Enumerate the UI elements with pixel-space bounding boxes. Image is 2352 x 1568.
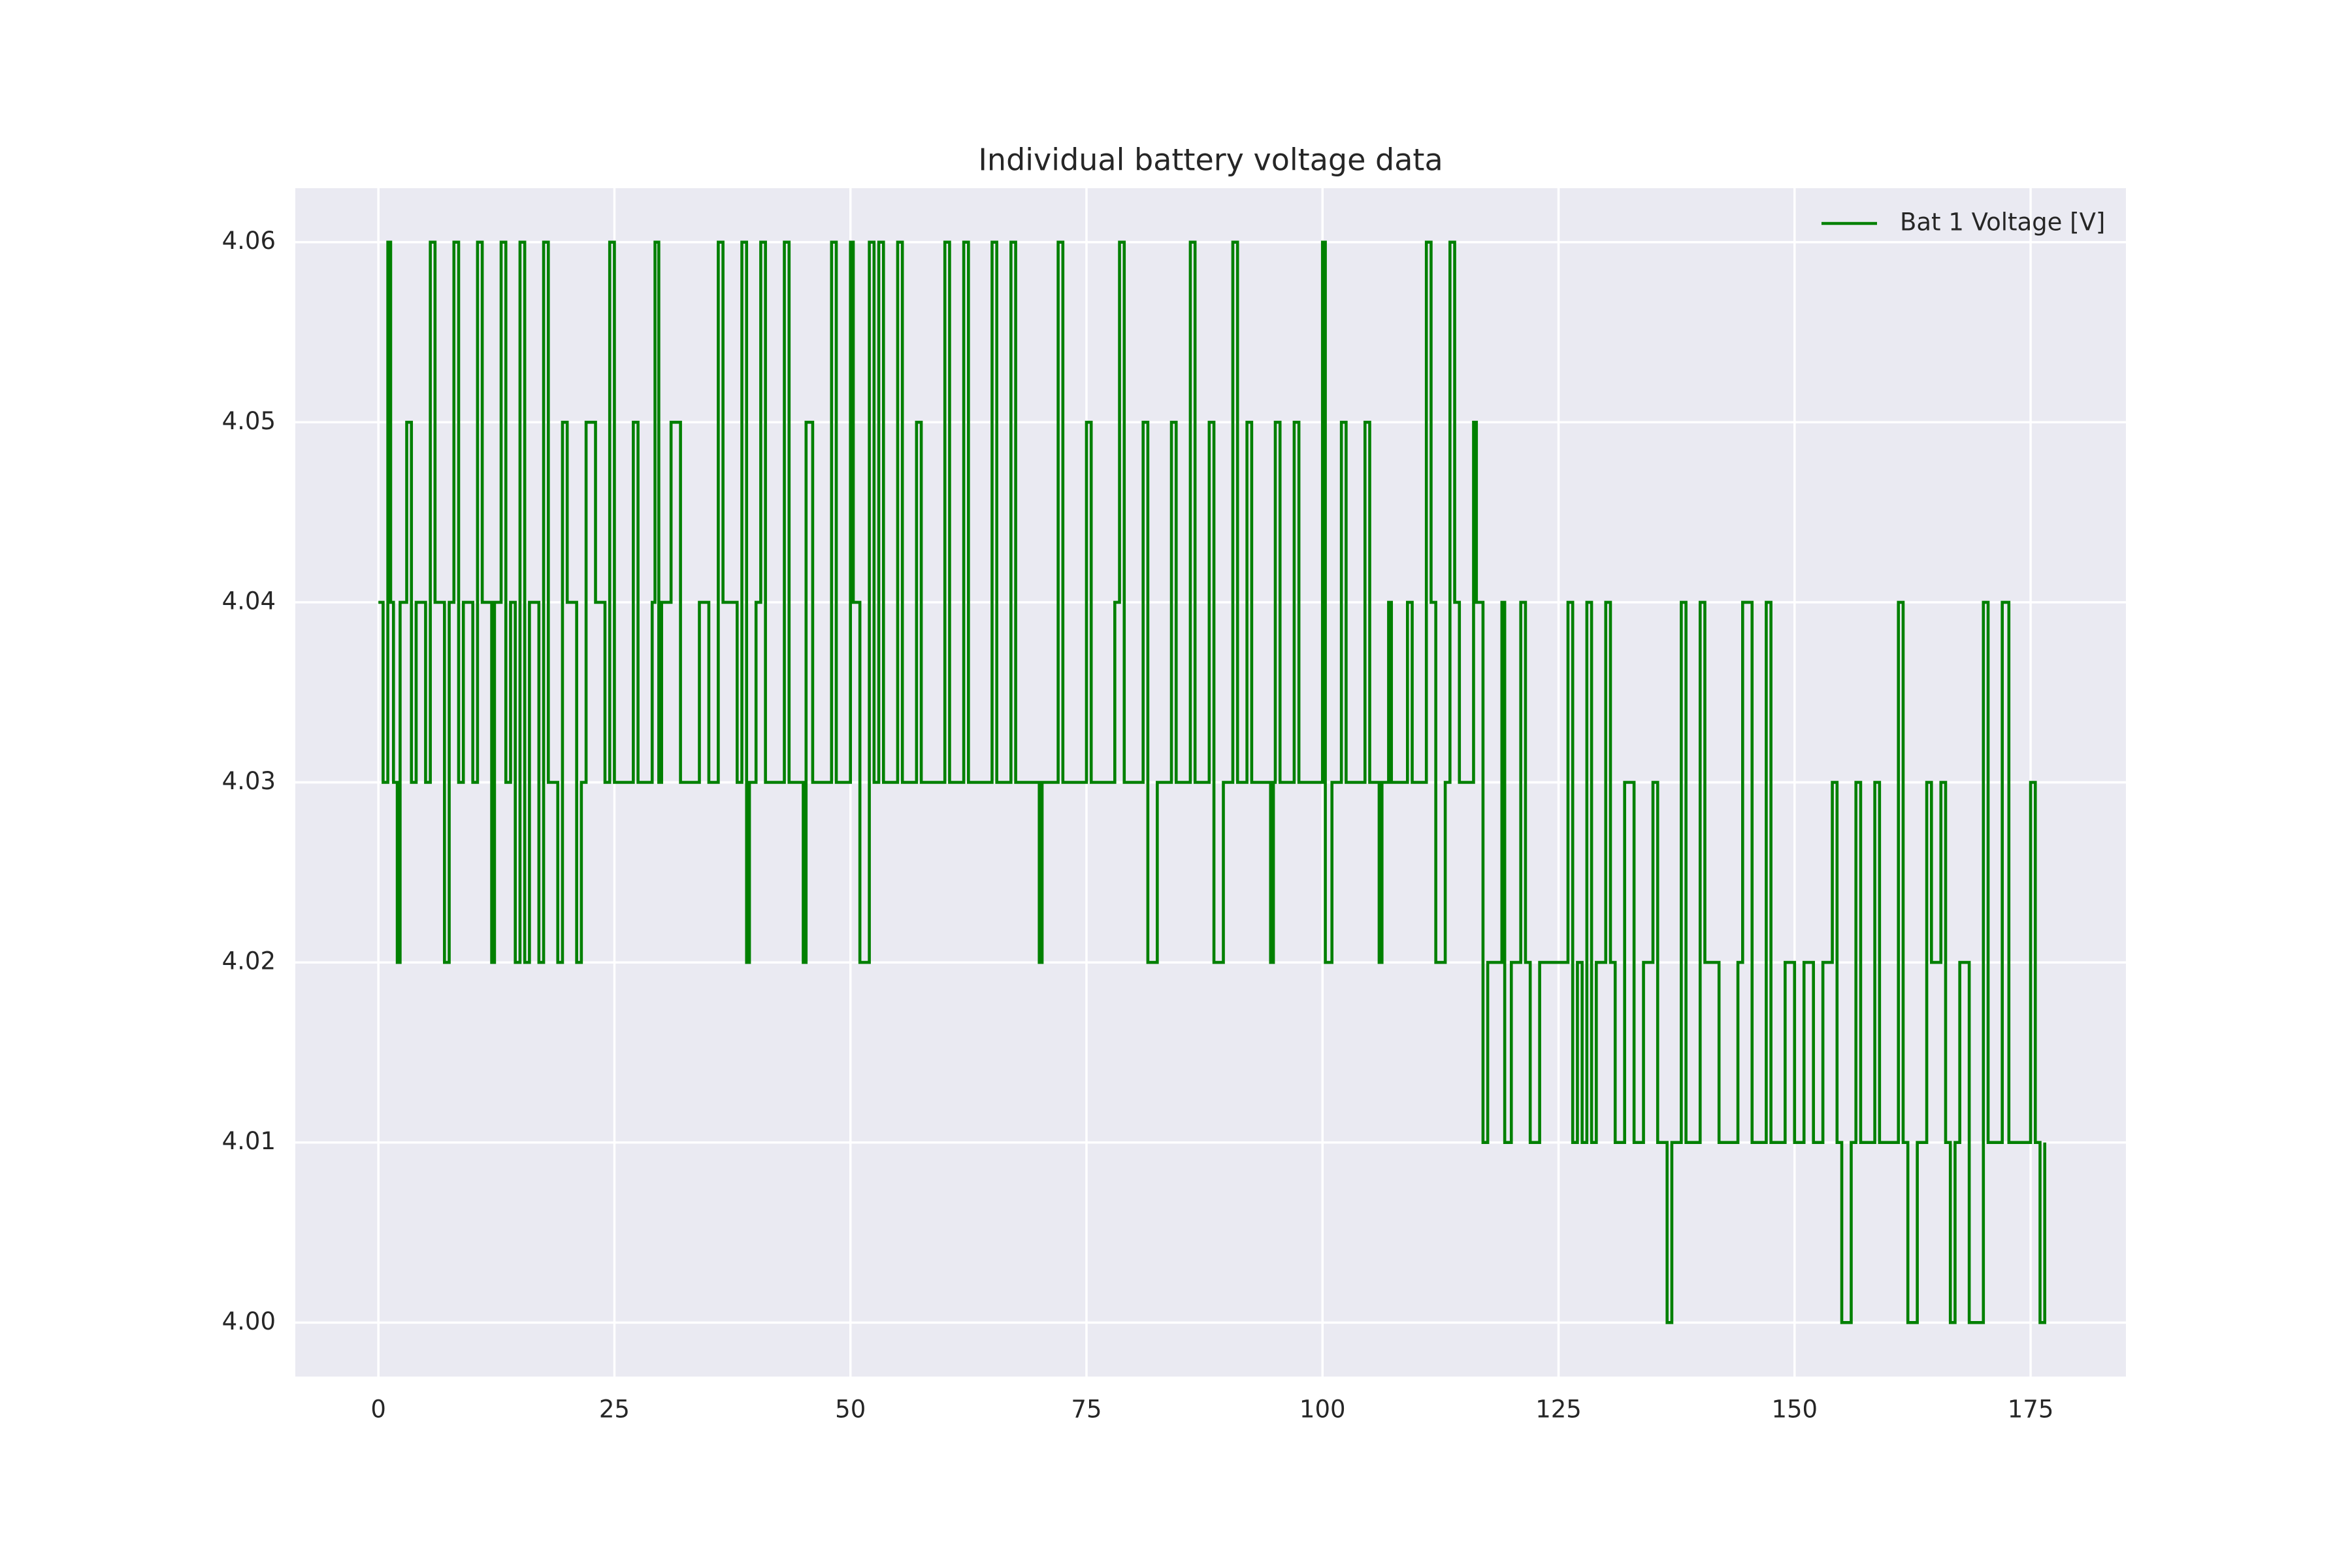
y-tick-label: 4.04: [222, 587, 276, 615]
chart-title: Individual battery voltage data: [978, 142, 1443, 178]
x-tick-label: 175: [2008, 1396, 2054, 1424]
x-tick-label: 25: [599, 1396, 630, 1424]
x-tick-label: 0: [370, 1396, 386, 1424]
x-tick-label: 150: [1771, 1396, 1818, 1424]
x-tick-label: 50: [835, 1396, 866, 1424]
y-tick-label: 4.00: [222, 1307, 276, 1335]
y-tick-label: 4.01: [222, 1127, 276, 1155]
data-line: [378, 240, 2047, 1324]
y-tick-label: 4.02: [222, 947, 276, 975]
x-tick-label: 125: [1535, 1396, 1582, 1424]
y-tick-label: 4.03: [222, 767, 276, 795]
x-tick-label: 75: [1071, 1396, 1102, 1424]
y-tick-label: 4.06: [222, 227, 276, 255]
legend-label: Bat 1 Voltage [V]: [1900, 208, 2105, 237]
y-tick-label: 4.05: [222, 407, 276, 435]
x-tick-label: 100: [1299, 1396, 1346, 1424]
